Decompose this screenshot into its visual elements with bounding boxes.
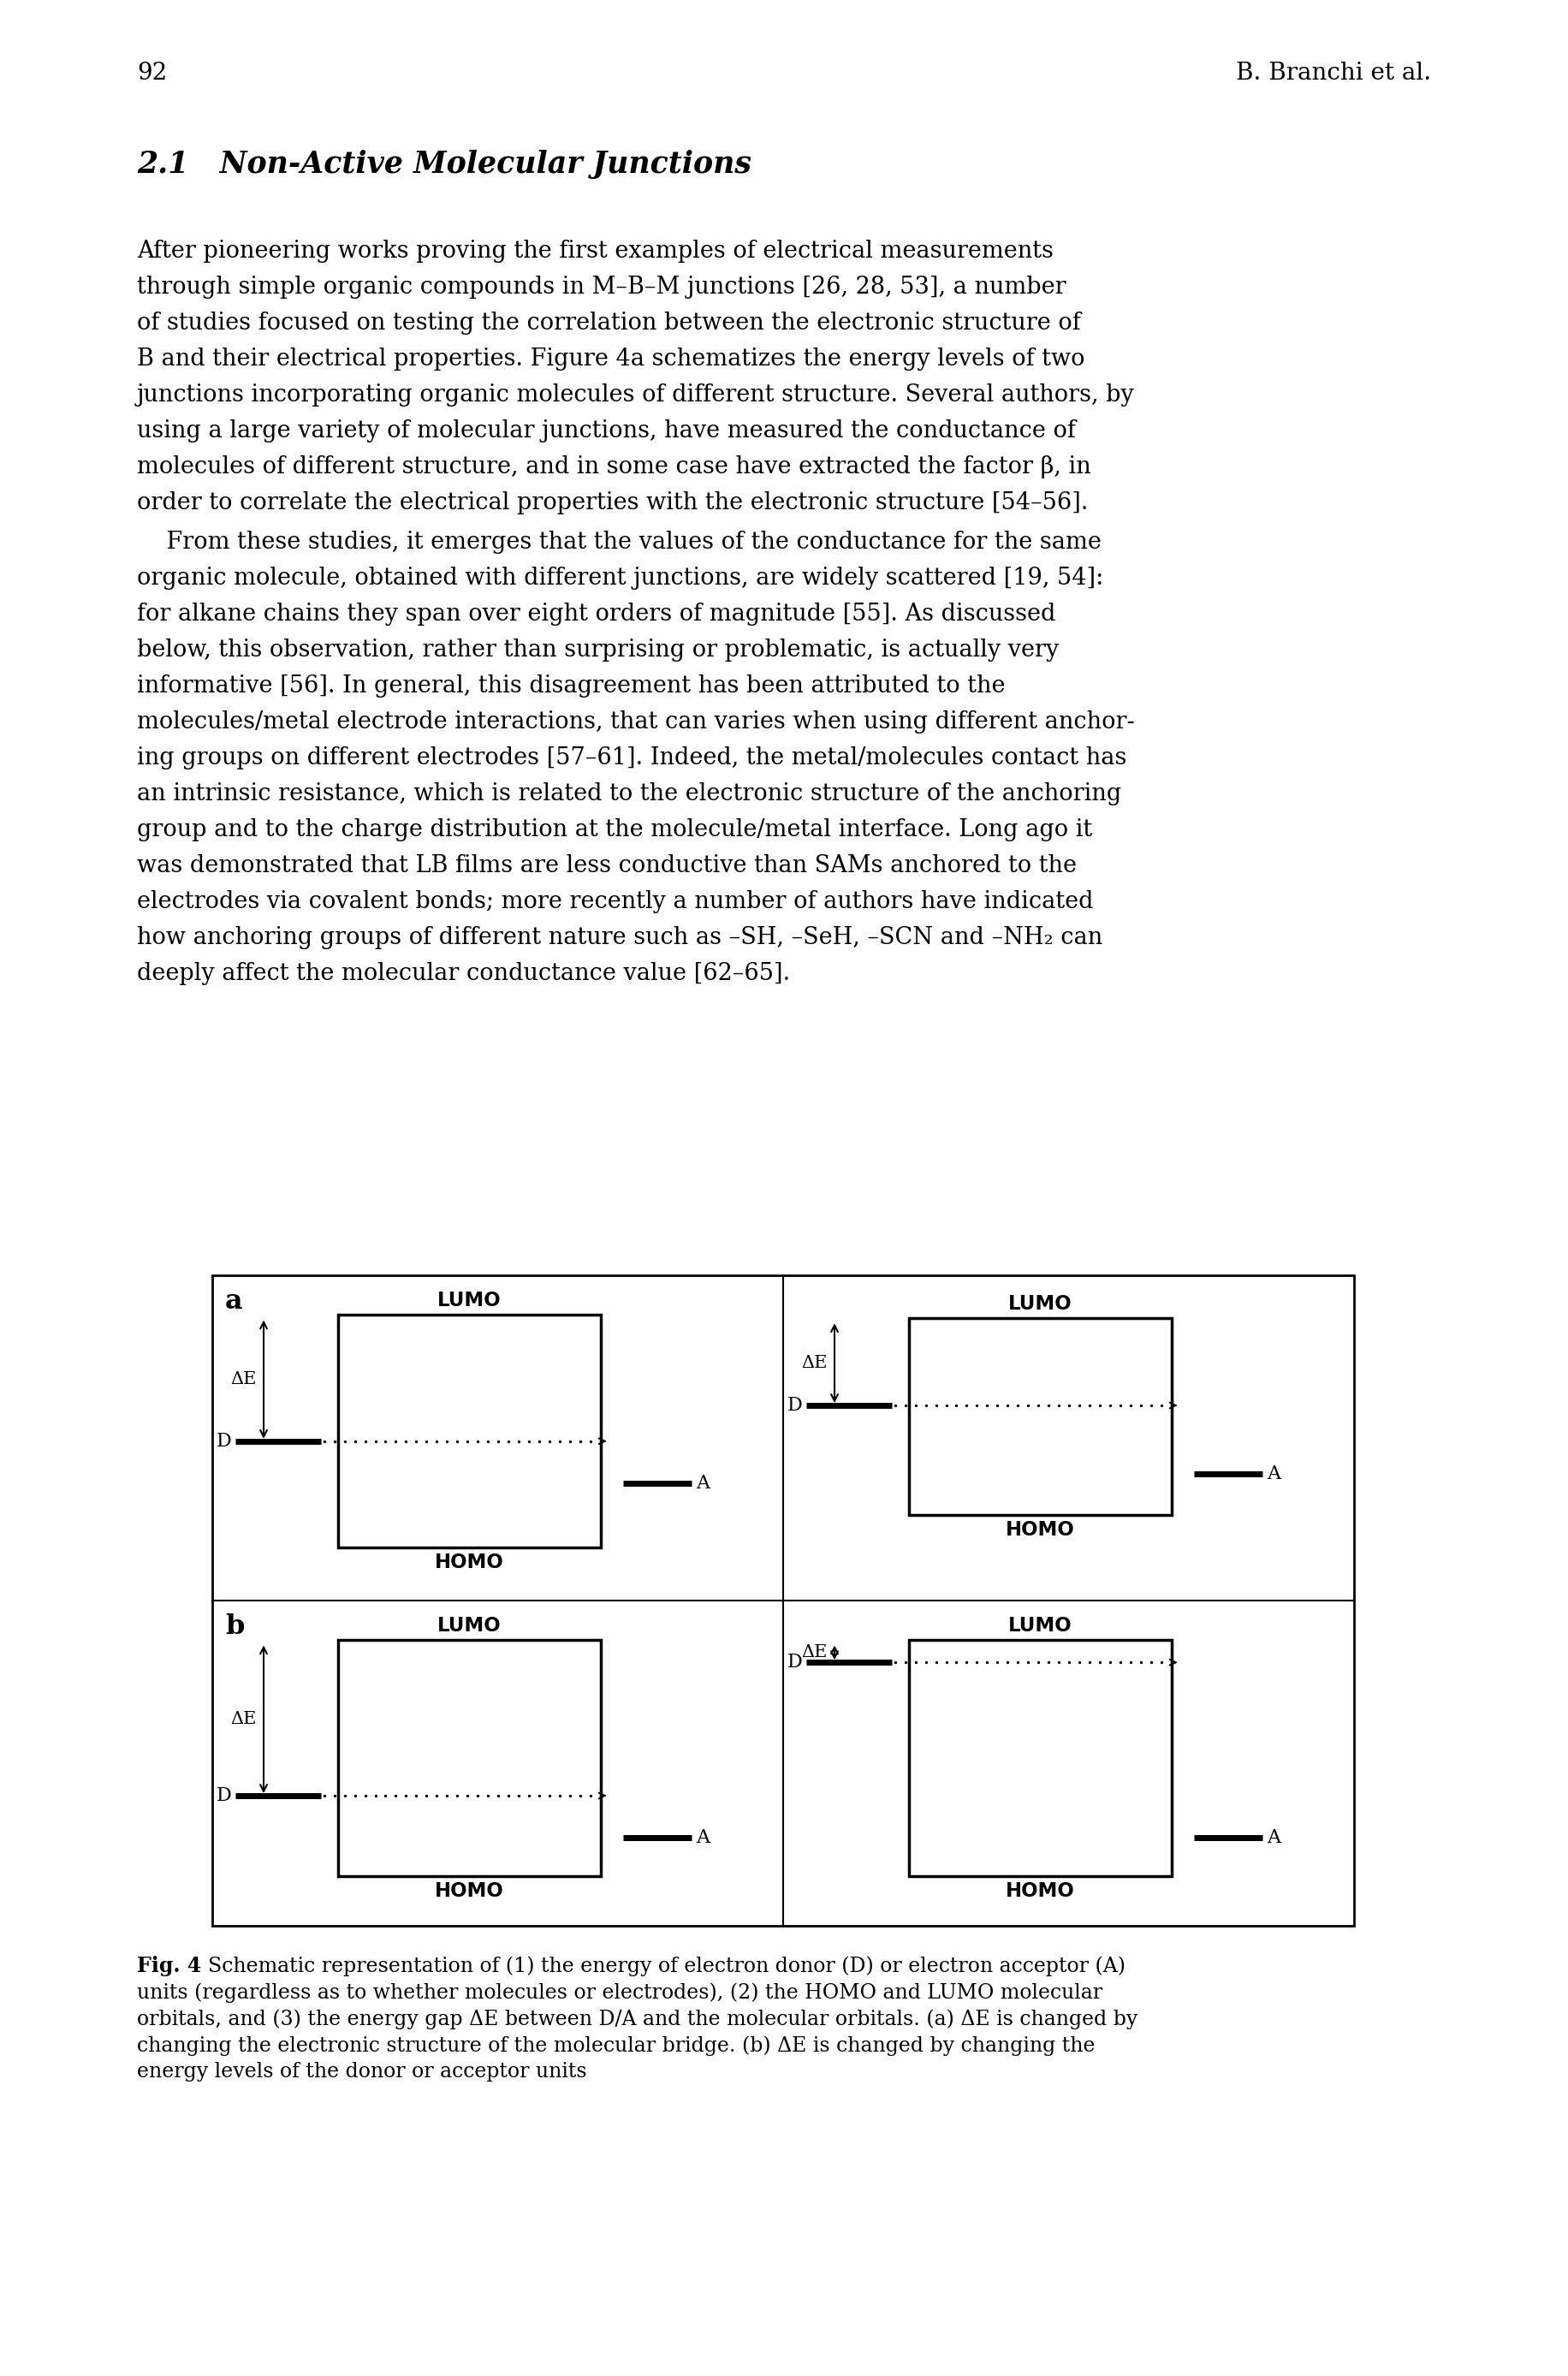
Text: A: A xyxy=(696,1473,710,1492)
Text: ΔE: ΔE xyxy=(230,1371,257,1388)
Text: A: A xyxy=(696,1830,710,1849)
Text: Schematic representation of (1) the energy of electron donor (D) or electron acc: Schematic representation of (1) the ener… xyxy=(194,1955,1126,1977)
Text: LUMO: LUMO xyxy=(437,1616,502,1637)
Text: After pioneering works proving the first examples of electrical measurements: After pioneering works proving the first… xyxy=(136,240,1054,264)
Text: ing groups on different electrodes [57–61]. Indeed, the metal/molecules contact : ing groups on different electrodes [57–6… xyxy=(136,746,1127,770)
Text: B and their electrical properties. Figure 4a schematizes the energy levels of tw: B and their electrical properties. Figur… xyxy=(136,347,1085,371)
Text: Fig. 4: Fig. 4 xyxy=(136,1955,201,1977)
Text: was demonstrated that LB films are less conductive than SAMs anchored to the: was demonstrated that LB films are less … xyxy=(136,855,1077,877)
Text: 2.1   Non-Active Molecular Junctions: 2.1 Non-Active Molecular Junctions xyxy=(136,150,751,178)
Text: units (regardless as to whether molecules or electrodes), (2) the HOMO and LUMO : units (regardless as to whether molecule… xyxy=(136,1982,1102,2003)
Text: ΔE: ΔE xyxy=(230,1711,257,1727)
Text: organic molecule, obtained with different junctions, are widely scattered [19, 5: organic molecule, obtained with differen… xyxy=(136,565,1104,589)
Text: b: b xyxy=(226,1613,245,1639)
Text: D: D xyxy=(787,1397,803,1414)
Text: for alkane chains they span over eight orders of magnitude [55]. As discussed: for alkane chains they span over eight o… xyxy=(136,604,1055,625)
Text: A: A xyxy=(1267,1464,1281,1483)
Text: molecules/metal electrode interactions, that can varies when using different anc: molecules/metal electrode interactions, … xyxy=(136,710,1135,734)
Text: HOMO: HOMO xyxy=(1005,1521,1074,1540)
Text: how anchoring groups of different nature such as –SH, –SeH, –SCN and –NH₂ can: how anchoring groups of different nature… xyxy=(136,927,1102,948)
Text: group and to the charge distribution at the molecule/metal interface. Long ago i: group and to the charge distribution at … xyxy=(136,817,1093,841)
Text: order to correlate the electrical properties with the electronic structure [54–5: order to correlate the electrical proper… xyxy=(136,492,1088,513)
Bar xyxy=(909,1319,1171,1516)
Bar xyxy=(337,1639,601,1877)
Text: below, this observation, rather than surprising or problematic, is actually very: below, this observation, rather than sur… xyxy=(136,639,1058,661)
Text: molecules of different structure, and in some case have extracted the factor β, : molecules of different structure, and in… xyxy=(136,456,1091,478)
Text: B. Branchi et al.: B. Branchi et al. xyxy=(1236,62,1432,86)
Text: HOMO: HOMO xyxy=(1005,1882,1074,1901)
Text: using a large variety of molecular junctions, have measured the conductance of: using a large variety of molecular junct… xyxy=(136,421,1076,442)
Text: LUMO: LUMO xyxy=(437,1290,502,1312)
Text: through simple organic compounds in M–B–M junctions [26, 28, 53], a number: through simple organic compounds in M–B–… xyxy=(136,276,1066,299)
Text: changing the electronic structure of the molecular bridge. (b) ΔE is changed by : changing the electronic structure of the… xyxy=(136,2036,1094,2055)
Text: LUMO: LUMO xyxy=(1008,1616,1073,1637)
Text: D: D xyxy=(787,1654,803,1673)
Text: A: A xyxy=(1267,1830,1281,1849)
Bar xyxy=(212,1276,1355,1927)
Text: electrodes via covalent bonds; more recently a number of authors have indicated: electrodes via covalent bonds; more rece… xyxy=(136,891,1093,912)
Text: ΔE: ΔE xyxy=(801,1644,828,1661)
Text: energy levels of the donor or acceptor units: energy levels of the donor or acceptor u… xyxy=(136,2062,586,2081)
Text: deeply affect the molecular conductance value [62–65].: deeply affect the molecular conductance … xyxy=(136,962,790,986)
Text: an intrinsic resistance, which is related to the electronic structure of the anc: an intrinsic resistance, which is relate… xyxy=(136,782,1121,805)
Text: a: a xyxy=(226,1288,243,1314)
Bar xyxy=(909,1639,1171,1877)
Text: From these studies, it emerges that the values of the conductance for the same: From these studies, it emerges that the … xyxy=(136,530,1101,554)
Text: D: D xyxy=(216,1433,232,1452)
Bar xyxy=(337,1314,601,1547)
Text: LUMO: LUMO xyxy=(1008,1295,1073,1314)
Text: 92: 92 xyxy=(136,62,168,86)
Text: informative [56]. In general, this disagreement has been attributed to the: informative [56]. In general, this disag… xyxy=(136,675,1005,699)
Text: D: D xyxy=(216,1787,232,1806)
Text: orbitals, and (3) the energy gap ΔE between D/A and the molecular orbitals. (a) : orbitals, and (3) the energy gap ΔE betw… xyxy=(136,2008,1138,2029)
Text: ΔE: ΔE xyxy=(801,1354,828,1371)
Text: of studies focused on testing the correlation between the electronic structure o: of studies focused on testing the correl… xyxy=(136,311,1080,335)
Text: HOMO: HOMO xyxy=(434,1882,503,1901)
Text: HOMO: HOMO xyxy=(434,1554,503,1573)
Text: junctions incorporating organic molecules of different structure. Several author: junctions incorporating organic molecule… xyxy=(136,383,1135,406)
